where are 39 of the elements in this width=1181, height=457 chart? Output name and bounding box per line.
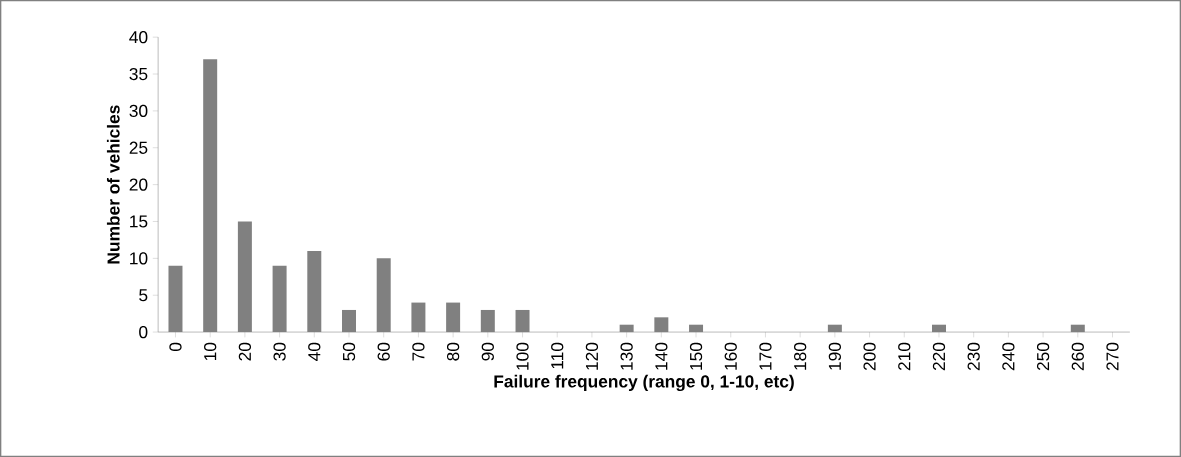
x-tick-label: 120 [585,342,599,370]
x-tick-label: 260 [1071,342,1084,371]
y-tick-label: 0 [139,325,148,339]
x-tick-label: 160 [724,342,737,370]
x-tick-label: 50 [342,342,356,361]
x-tick-label: 150 [689,342,703,370]
x-tick-label: 220 [932,342,946,371]
x-tick-label: 270 [1106,342,1119,371]
x-tick-label: 140 [655,342,668,370]
x-tick-label: 230 [967,342,980,371]
x-tick-label: 130 [620,342,633,370]
x-tick-label: 240 [1002,342,1015,371]
y-tick-label: 25 [129,141,148,154]
x-tick-label: 180 [794,342,807,370]
x-tick-label: 210 [898,342,911,371]
x-tick-label: 250 [1036,342,1050,371]
x-tick-label: 170 [759,342,772,370]
y-axis-title: Number of vehicles [106,105,120,264]
x-tick-label: 90 [481,342,494,361]
x-tick-label: 10 [204,342,217,360]
x-tick-label: 70 [412,342,425,361]
x-tick-label: 60 [377,342,390,361]
x-tick-label: 20 [238,342,252,361]
y-tick-label: 10 [130,252,148,265]
y-tick-label: 5 [139,289,148,302]
x-tick-label: 30 [273,342,286,361]
x-axis-title: Failure frequency (range 0, 1-10, etc) [494,374,794,391]
y-tick-label: 20 [129,178,148,191]
y-tick-label: 15 [130,215,148,228]
x-tick-label: 100 [516,342,529,370]
y-tick-label: 35 [129,67,148,81]
y-tick-label: 40 [129,30,148,44]
x-tick-label: 110 [551,342,564,369]
x-tick-label: 200 [863,342,876,371]
x-tick-label: 80 [446,342,460,361]
x-tick-label: 0 [169,342,182,351]
x-tick-label: 190 [828,342,841,370]
y-tick-label: 30 [129,104,148,117]
x-tick-label: 40 [308,342,321,361]
